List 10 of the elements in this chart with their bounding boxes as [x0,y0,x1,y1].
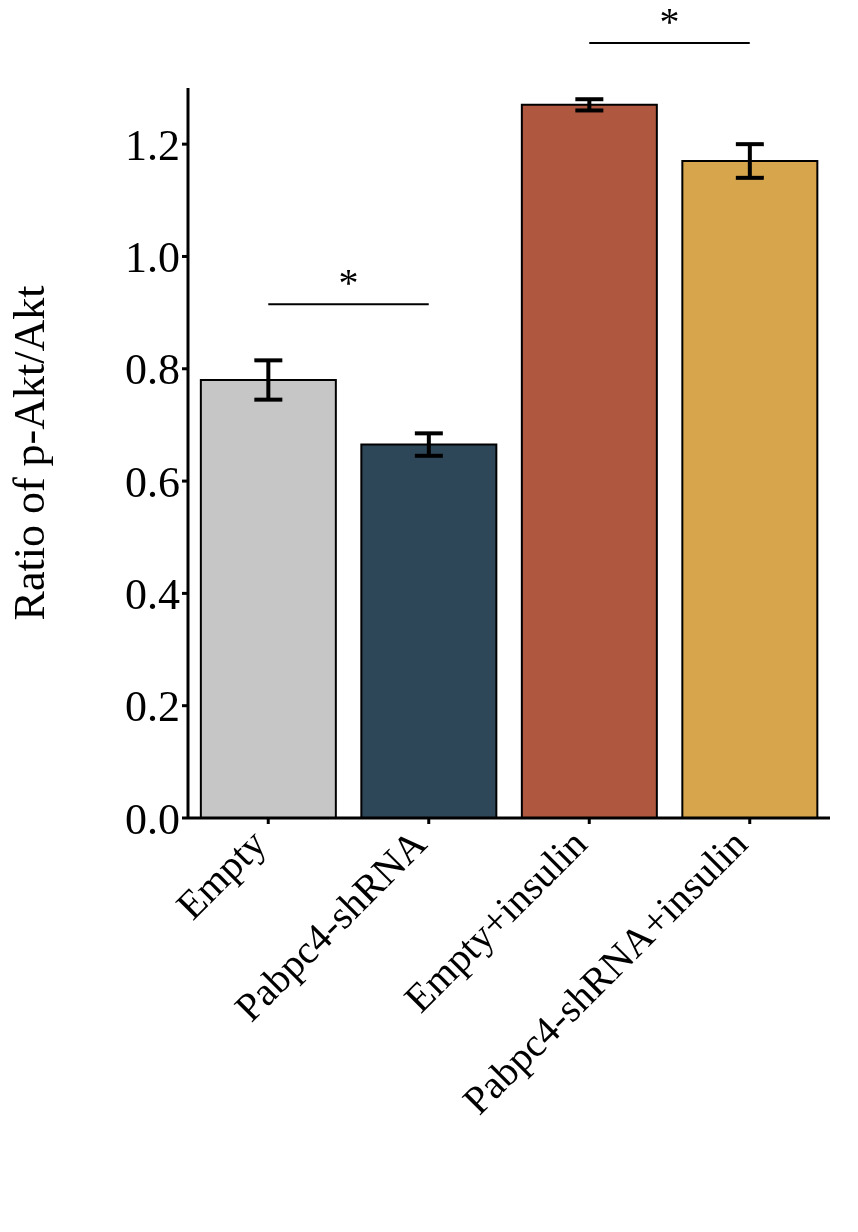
y-tick-label: 0.2 [125,682,180,732]
y-tick-label: 1.2 [125,120,180,170]
y-axis-title: Ratio of p-Akt/Akt [4,285,54,621]
y-tick-label: 0.8 [125,345,180,395]
y-tick-label: 1.0 [125,233,180,283]
annotation: * [338,260,359,306]
y-tick-label: 0.0 [125,794,180,844]
y-tick-label: 0.6 [125,457,180,507]
y-tick-label: 0.4 [125,570,180,619]
text: * [659,0,680,45]
